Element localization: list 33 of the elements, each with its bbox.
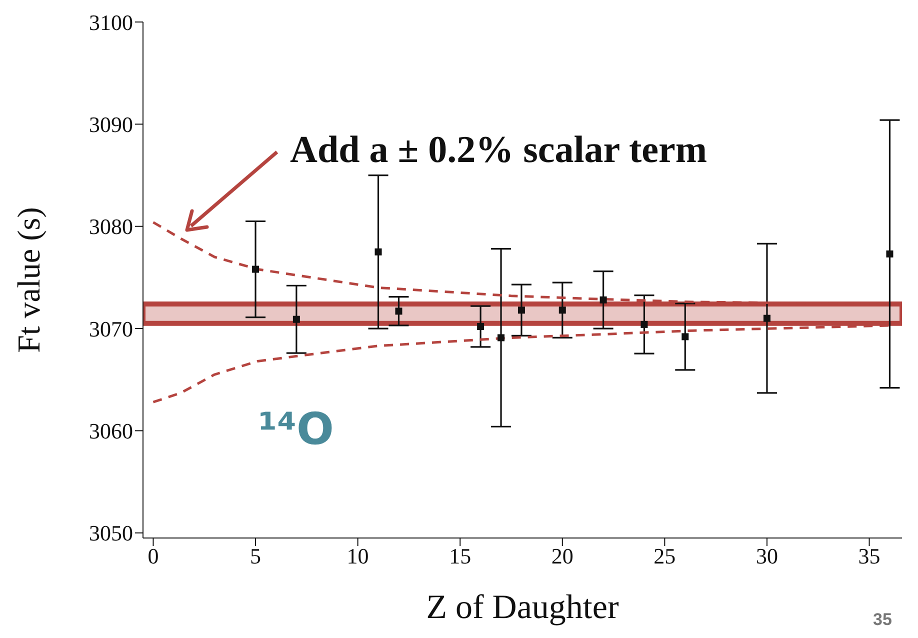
x-tick-label: 20: [551, 544, 574, 569]
x-tick-label: 35: [858, 544, 880, 569]
annotation: Add a ± 0.2% scalar term: [290, 129, 707, 171]
point: [252, 266, 260, 273]
point: [292, 316, 300, 323]
point: [600, 296, 607, 304]
x-tick-label: 0: [148, 544, 159, 569]
x-tick-label: 5: [250, 544, 262, 569]
point: [498, 334, 505, 342]
point: [374, 248, 382, 256]
x-tick-label: 15: [449, 544, 472, 569]
y-tick-label: 3050: [89, 520, 133, 546]
x-tick-label: 25: [654, 544, 676, 569]
line-series: [152, 324, 891, 404]
text: 35: [873, 610, 892, 629]
x-tick-label: 10: [346, 544, 369, 569]
y-tick-label: 3090: [89, 112, 133, 137]
point: [886, 250, 894, 258]
point: [518, 306, 525, 314]
point: [640, 320, 648, 328]
y-tick-label: 3060: [89, 418, 133, 444]
point: [477, 322, 484, 330]
point: [682, 333, 689, 340]
y-tick-label: 3070: [89, 316, 133, 342]
y-tick-label: 3100: [89, 10, 133, 35]
point: [558, 306, 566, 314]
y-tick-label: 3080: [89, 214, 133, 240]
y-axis-title: Ft value (s): [10, 207, 46, 353]
x-axis-title: Z of Daughter: [426, 589, 620, 626]
point: [763, 314, 770, 322]
x-tick-label: 30: [756, 544, 778, 569]
point: [395, 308, 402, 315]
annotation: ¹⁴O: [258, 404, 334, 455]
